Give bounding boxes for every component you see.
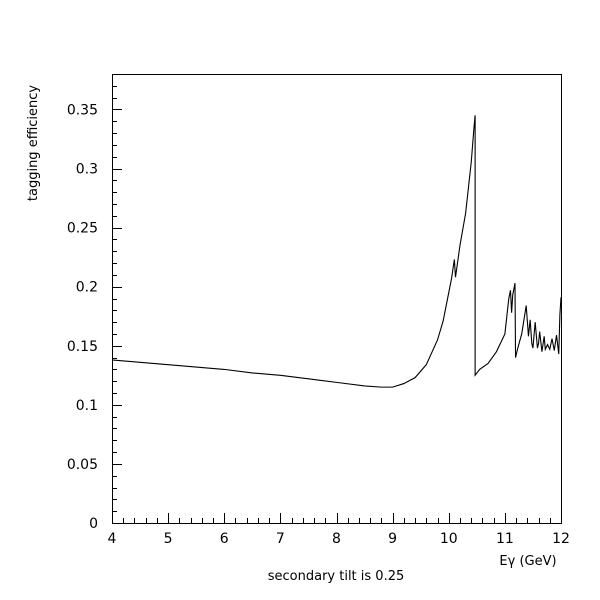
x-tick-label: 6 [220, 531, 229, 547]
y-axis-tick-labels: 0 0.05 0.1 0.15 0.2 0.25 0.3 0.35 [67, 102, 98, 532]
y-axis-title: tagging efficiency [26, 85, 41, 202]
x-tick-label: 8 [332, 531, 341, 547]
x-tick-label: 4 [108, 531, 117, 547]
x-tick-label: 11 [496, 531, 514, 547]
x-tick-label: 5 [164, 531, 173, 547]
y-tick-label: 0.3 [76, 162, 98, 178]
y-tick-label: 0.2 [76, 280, 98, 296]
y-tick-label: 0.05 [67, 457, 98, 473]
y-tick-label: 0.1 [76, 398, 98, 414]
chart-subtitle: secondary tilt is 0.25 [268, 569, 405, 584]
y-tick-label: 0.15 [67, 339, 98, 355]
x-axis-tick-labels: 4 5 6 7 8 9 10 11 12 [108, 531, 570, 547]
y-axis-ticks [112, 74, 122, 524]
y-tick-label: 0 [89, 516, 98, 532]
plot-frame [112, 74, 562, 524]
x-axis-title: Eγ (GeV) [499, 554, 556, 569]
x-axis-ticks [112, 513, 562, 523]
series-line [111, 115, 562, 388]
y-tick-label: 0.35 [67, 102, 98, 118]
x-tick-label: 10 [440, 531, 458, 547]
y-tick-label: 0.25 [67, 221, 98, 237]
x-tick-label: 9 [388, 531, 397, 547]
x-tick-label: 12 [552, 531, 570, 547]
x-tick-label: 7 [276, 531, 285, 547]
